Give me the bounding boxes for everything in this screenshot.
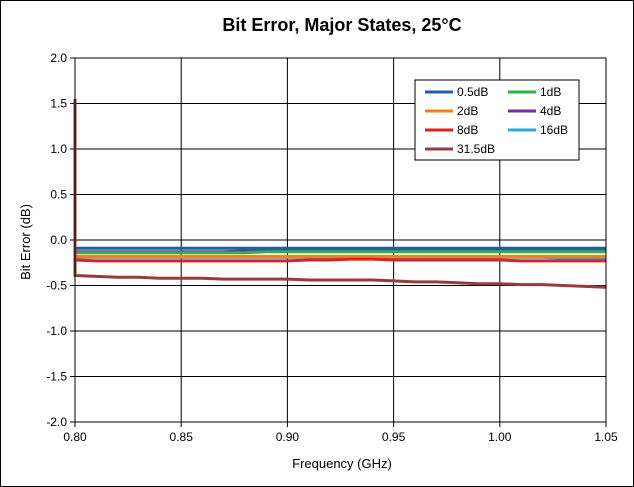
y-tick-label: -2.0 [46,415,67,429]
x-tick-label: 0.85 [170,430,194,444]
series-line-8db [74,257,606,263]
legend-label-16db: 16dB [540,123,568,137]
series-line-1db [75,250,606,255]
legend-label-31-5db: 31.5dB [457,142,495,156]
y-tick-label: -1.0 [46,324,67,338]
legend-label-4db: 4dB [540,104,561,118]
y-tick-label: 0.0 [50,233,67,247]
y-tick-label: -1.5 [46,370,67,384]
x-tick-label: 0.90 [276,430,300,444]
gridlines [74,57,607,423]
legend-label-1db: 1dB [540,85,561,99]
plot-area-border [74,57,607,423]
y-tick-label: -0.5 [46,279,67,293]
x-axis-label: Frequency (GHz) [292,456,392,471]
x-tick-label: 0.80 [63,430,87,444]
y-tick-label: 1.0 [50,142,67,156]
y-axis-ticks: 2.0 1.5 1.0 0.5 0.0 -0.5 -1.0 -1.5 -2.0 [46,51,75,429]
legend-label-8db: 8dB [457,123,478,137]
x-tick-label: 1.05 [594,430,618,444]
y-tick-label: 0.5 [50,188,67,202]
x-tick-label: 0.95 [382,430,406,444]
x-tick-label: 1.00 [488,430,512,444]
y-axis-label: Bit Error (dB) [18,204,33,280]
x-axis-ticks: 0.80 0.85 0.90 0.95 1.00 1.05 [63,422,618,444]
series-line-31-5db [73,98,607,289]
legend-label-0-5db: 0.5dB [457,85,488,99]
legend: 0.5dB 1dB 2dB 4dB 8dB 16dB 31.5dB [414,79,580,161]
chart-title: Bit Error, Major States, 25°C [222,15,461,35]
y-tick-label: 2.0 [50,51,67,65]
legend-label-2db: 2dB [457,104,478,118]
y-tick-label: 1.5 [50,97,67,111]
series-layer [73,98,607,289]
